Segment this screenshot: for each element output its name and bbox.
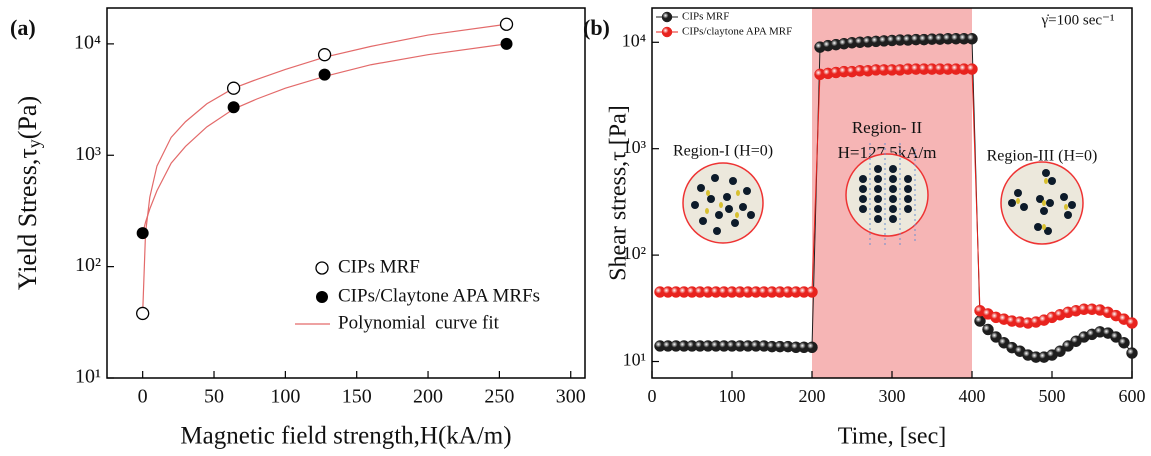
panel-label: (a) — [10, 15, 36, 40]
legend-marker — [661, 26, 673, 38]
data-point — [806, 341, 818, 354]
data-point — [1126, 347, 1138, 359]
data-point — [318, 68, 331, 81]
panel: 0 50 100 150 200 250 300 10¹ 10² 10³ 10⁴ (a) Magneti… — [10, 7, 586, 450]
x-tick-label: 50 — [204, 386, 224, 408]
panel: 0 100 200 300 400 500 600 10¹ 10² 10³ 10⁴ (b) Time, … — [583, 7, 1146, 450]
x-tick-label: 600 — [1119, 386, 1146, 406]
legend-label: CIPs MRF — [682, 11, 729, 23]
legend-label: Polynomial curve fit — [338, 312, 500, 333]
annotation: Region- II — [852, 118, 923, 137]
y-tick-label: 10² — [623, 243, 646, 263]
y-tick-label: 10³ — [75, 143, 101, 165]
y-tick-label: 10² — [75, 254, 101, 276]
data-point — [982, 323, 994, 336]
x-tick-label: 250 — [484, 386, 514, 408]
fit-curve — [142, 23, 507, 314]
annotation: Region-I (H=0) — [673, 143, 773, 160]
data-point — [1110, 331, 1122, 343]
x-tick-label: 300 — [879, 386, 906, 406]
data-point — [990, 331, 1002, 343]
x-tick-label: 150 — [342, 386, 372, 408]
legend-marker — [661, 11, 673, 23]
data-point — [317, 48, 332, 62]
data-point — [500, 37, 513, 50]
data-point — [227, 101, 240, 114]
data-point — [806, 286, 818, 298]
data-point — [966, 32, 978, 45]
y-tick-label: 10³ — [623, 137, 647, 157]
illustrations — [682, 143, 1084, 247]
legend-marker — [315, 261, 329, 275]
data-point — [1126, 317, 1138, 329]
y-axis-label-sub: y — [24, 139, 44, 148]
data-point — [226, 81, 241, 95]
data-point — [1118, 337, 1130, 349]
region-1-illustration — [682, 162, 764, 244]
annotation: Region-III (H=0) — [987, 148, 1098, 165]
data-point — [136, 227, 149, 240]
data-point — [1054, 345, 1066, 357]
x-tick-label: 300 — [556, 386, 586, 408]
x-tick-label: 500 — [1039, 386, 1066, 406]
y-tick-label: 10⁴ — [74, 31, 101, 53]
plot-frame — [106, 7, 586, 379]
data-point — [136, 306, 150, 321]
panel-label: (b) — [583, 15, 610, 40]
fit-curve — [142, 43, 507, 234]
x-axis-label: Magnetic field strength,H(kA/m) — [180, 423, 511, 450]
x-tick-label: 0 — [648, 386, 657, 406]
x-tick-label: 400 — [959, 386, 986, 406]
region-3-illustration — [1000, 161, 1084, 245]
legend-marker — [316, 291, 328, 303]
annotation: H=127.5kA/m — [838, 143, 937, 162]
legend-label: CIPs/Claytone APA MRFs — [338, 285, 540, 306]
x-tick-label: 100 — [719, 386, 746, 406]
y-tick-label: 10¹ — [75, 366, 101, 388]
y-axis-label: Yield Stress,τy(Pa) — [13, 96, 44, 290]
x-tick-label: 0 — [138, 386, 148, 408]
data-point — [966, 63, 978, 75]
y-axis-label-unit: (Pa) — [13, 96, 42, 139]
y-axis-label-text: Yield Stress,τ — [13, 148, 42, 290]
region-2-illustration — [845, 143, 929, 247]
x-tick-label: 200 — [799, 386, 826, 406]
annotation: γ̇=100 sec⁻¹ — [1041, 12, 1115, 28]
y-tick-label: 10⁴ — [622, 30, 646, 50]
x-axis-label: Time, [sec] — [838, 424, 946, 450]
legend-label: CIPs MRF — [338, 256, 420, 277]
x-tick-label: 200 — [413, 386, 443, 408]
x-tick-label: 100 — [270, 386, 300, 408]
data-point — [499, 17, 514, 31]
y-tick-label: 10¹ — [623, 350, 646, 370]
y-axis-label: Shear stress,τ [Pa] — [606, 105, 632, 281]
legend-label: CIPs/claytone APA MRF — [682, 26, 792, 38]
